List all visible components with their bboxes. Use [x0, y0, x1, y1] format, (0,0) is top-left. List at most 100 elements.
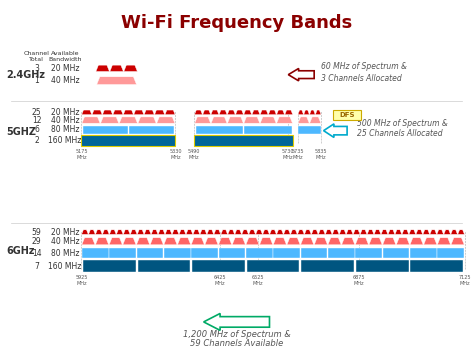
Polygon shape	[360, 230, 367, 234]
Polygon shape	[437, 230, 444, 234]
Polygon shape	[214, 230, 221, 234]
Text: 40 MHz: 40 MHz	[51, 237, 79, 246]
Text: 5490
MHz: 5490 MHz	[188, 149, 201, 160]
Text: Channel
Total: Channel Total	[24, 51, 50, 62]
Polygon shape	[235, 230, 242, 234]
Text: 6525
MHz: 6525 MHz	[252, 275, 264, 286]
Polygon shape	[356, 238, 369, 245]
Polygon shape	[310, 110, 315, 115]
Polygon shape	[219, 238, 232, 245]
Polygon shape	[298, 117, 310, 123]
Bar	[82, 135, 175, 146]
Bar	[137, 248, 164, 258]
Polygon shape	[177, 238, 191, 245]
Polygon shape	[179, 230, 186, 234]
Text: 40 MHz: 40 MHz	[51, 116, 79, 125]
Polygon shape	[416, 230, 423, 234]
Polygon shape	[244, 117, 260, 123]
Polygon shape	[285, 110, 293, 115]
Polygon shape	[82, 238, 95, 245]
Bar	[191, 248, 218, 258]
Polygon shape	[277, 117, 292, 123]
Text: 29: 29	[32, 237, 42, 246]
Text: 5735
MHz: 5735 MHz	[292, 149, 304, 160]
Bar	[82, 248, 109, 258]
Polygon shape	[388, 230, 395, 234]
Polygon shape	[186, 230, 193, 234]
Bar	[299, 126, 320, 134]
Polygon shape	[130, 230, 137, 234]
Polygon shape	[158, 230, 165, 234]
Polygon shape	[102, 110, 113, 115]
Polygon shape	[424, 238, 437, 245]
Text: 40 MHz: 40 MHz	[51, 76, 79, 85]
Polygon shape	[165, 110, 175, 115]
Polygon shape	[310, 117, 321, 123]
Polygon shape	[82, 110, 92, 115]
Bar	[246, 248, 273, 258]
Text: 6875
MHz: 6875 MHz	[353, 275, 365, 286]
Text: 20 MHz: 20 MHz	[51, 228, 79, 236]
Polygon shape	[144, 230, 151, 234]
Polygon shape	[95, 230, 102, 234]
Polygon shape	[144, 110, 154, 115]
Polygon shape	[82, 117, 100, 123]
Polygon shape	[249, 230, 255, 234]
Text: Available
Bandwidth: Available Bandwidth	[48, 51, 82, 62]
Bar	[129, 126, 174, 134]
Polygon shape	[165, 230, 172, 234]
Bar	[83, 261, 136, 272]
Polygon shape	[458, 230, 465, 234]
Bar	[383, 248, 409, 258]
Polygon shape	[211, 117, 227, 123]
Polygon shape	[191, 238, 204, 245]
Bar	[245, 126, 292, 134]
Text: 5730
MHz: 5730 MHz	[282, 149, 294, 160]
Text: 1,200 MHz of Spectrum &: 1,200 MHz of Spectrum &	[182, 330, 291, 339]
Text: 14: 14	[32, 249, 42, 258]
Text: 500 MHz of Spectrum &: 500 MHz of Spectrum &	[356, 119, 447, 128]
Polygon shape	[95, 238, 109, 245]
Polygon shape	[200, 230, 207, 234]
Bar	[194, 135, 293, 146]
Bar	[356, 248, 382, 258]
Polygon shape	[193, 230, 200, 234]
Polygon shape	[301, 238, 314, 245]
Polygon shape	[157, 117, 175, 123]
Polygon shape	[314, 238, 328, 245]
Text: 7: 7	[34, 262, 39, 271]
Polygon shape	[228, 230, 235, 234]
Polygon shape	[319, 230, 325, 234]
Polygon shape	[92, 110, 102, 115]
Polygon shape	[304, 110, 310, 115]
Polygon shape	[332, 230, 339, 234]
Polygon shape	[102, 230, 109, 234]
Polygon shape	[270, 230, 276, 234]
Bar	[410, 248, 437, 258]
Polygon shape	[315, 110, 321, 115]
Bar	[301, 248, 327, 258]
Polygon shape	[137, 230, 144, 234]
Polygon shape	[124, 65, 137, 71]
Text: 12: 12	[32, 116, 41, 125]
Bar	[192, 261, 245, 272]
Polygon shape	[268, 110, 276, 115]
Polygon shape	[232, 238, 246, 245]
Polygon shape	[97, 77, 137, 84]
Polygon shape	[367, 230, 374, 234]
Polygon shape	[109, 238, 122, 245]
Polygon shape	[277, 110, 284, 115]
Polygon shape	[298, 230, 304, 234]
Polygon shape	[203, 110, 210, 115]
Polygon shape	[151, 230, 158, 234]
Polygon shape	[82, 230, 88, 234]
Polygon shape	[346, 230, 353, 234]
FancyArrow shape	[324, 124, 347, 137]
Text: 80 MHz: 80 MHz	[51, 125, 79, 135]
Polygon shape	[374, 230, 381, 234]
Text: DFS: DFS	[339, 112, 355, 118]
Polygon shape	[164, 238, 177, 245]
Polygon shape	[236, 110, 244, 115]
Polygon shape	[252, 110, 260, 115]
Polygon shape	[110, 65, 123, 71]
